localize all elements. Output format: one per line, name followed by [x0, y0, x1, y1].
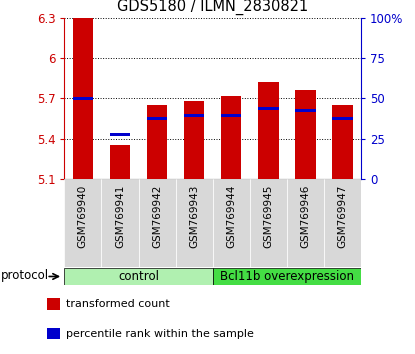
FancyBboxPatch shape	[250, 179, 287, 267]
Bar	[147, 117, 167, 120]
Bar	[110, 145, 130, 179]
Text: control: control	[118, 270, 159, 283]
Text: GSM769945: GSM769945	[264, 185, 273, 249]
Bar	[221, 114, 242, 117]
Bar	[258, 108, 278, 110]
Text: GSM769947: GSM769947	[337, 185, 347, 249]
FancyBboxPatch shape	[139, 179, 176, 267]
FancyBboxPatch shape	[101, 179, 139, 267]
Bar	[258, 82, 278, 179]
Bar	[47, 298, 60, 309]
Text: GSM769944: GSM769944	[226, 185, 236, 249]
Bar	[295, 90, 316, 179]
Bar	[73, 18, 93, 179]
Bar	[184, 114, 204, 117]
Text: GSM769940: GSM769940	[78, 185, 88, 248]
Text: transformed count: transformed count	[66, 299, 170, 309]
Bar	[295, 109, 316, 112]
Text: GSM769942: GSM769942	[152, 185, 162, 249]
Bar	[332, 117, 353, 120]
Bar	[332, 105, 353, 179]
Bar	[147, 105, 167, 179]
FancyBboxPatch shape	[64, 179, 101, 267]
Text: percentile rank within the sample: percentile rank within the sample	[66, 329, 254, 339]
Text: Bcl11b overexpression: Bcl11b overexpression	[220, 270, 354, 283]
Title: GDS5180 / ILMN_2830821: GDS5180 / ILMN_2830821	[117, 0, 308, 15]
Bar	[184, 101, 204, 179]
Text: protocol: protocol	[1, 269, 49, 282]
FancyBboxPatch shape	[287, 179, 324, 267]
Bar	[110, 133, 130, 136]
Bar	[73, 97, 93, 100]
Bar	[213, 268, 361, 285]
FancyBboxPatch shape	[324, 179, 361, 267]
FancyBboxPatch shape	[213, 179, 250, 267]
Bar	[221, 96, 242, 179]
FancyBboxPatch shape	[176, 179, 213, 267]
Text: GSM769941: GSM769941	[115, 185, 125, 249]
Text: GSM769946: GSM769946	[300, 185, 310, 249]
Bar	[64, 268, 213, 285]
Bar	[47, 328, 60, 339]
Text: GSM769943: GSM769943	[189, 185, 199, 249]
